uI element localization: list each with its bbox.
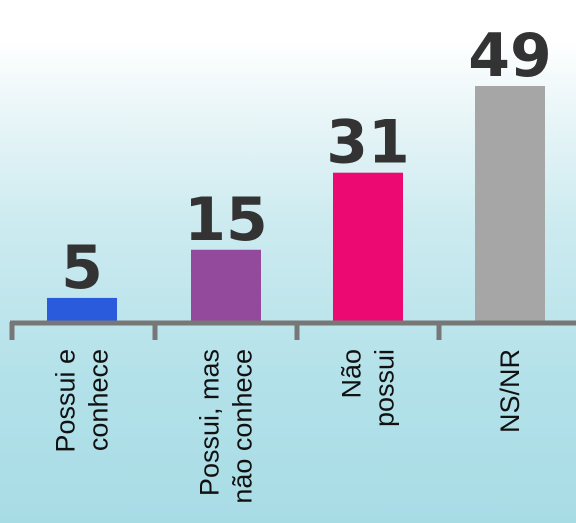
bar-1 <box>47 297 117 322</box>
category-label-4-line-1: NS/NR <box>495 349 525 433</box>
category-label-3-line-1: Não <box>337 349 367 399</box>
category-label-1-line-2: conhece <box>84 349 114 451</box>
data-label-3: 31 <box>326 108 410 178</box>
category-label-1-line-1: Possui e <box>51 349 81 453</box>
category-label-4: NS/NR <box>495 349 525 433</box>
data-label-2: 15 <box>184 185 268 255</box>
category-label-3: Não possui <box>337 349 400 427</box>
category-label-2-line-1: Possui, mas <box>195 349 225 496</box>
category-label-1: Possui e conhece <box>51 349 114 453</box>
category-label-2-line-2: não conhece <box>228 349 258 504</box>
data-label-1: 5 <box>61 233 103 303</box>
bar-4 <box>475 86 545 322</box>
data-label-4: 49 <box>468 21 552 91</box>
bar-3 <box>333 172 403 322</box>
category-label-2: Possui, mas não conhece <box>195 349 258 504</box>
category-label-3-line-2: possui <box>370 349 400 427</box>
bar-2 <box>191 249 261 322</box>
